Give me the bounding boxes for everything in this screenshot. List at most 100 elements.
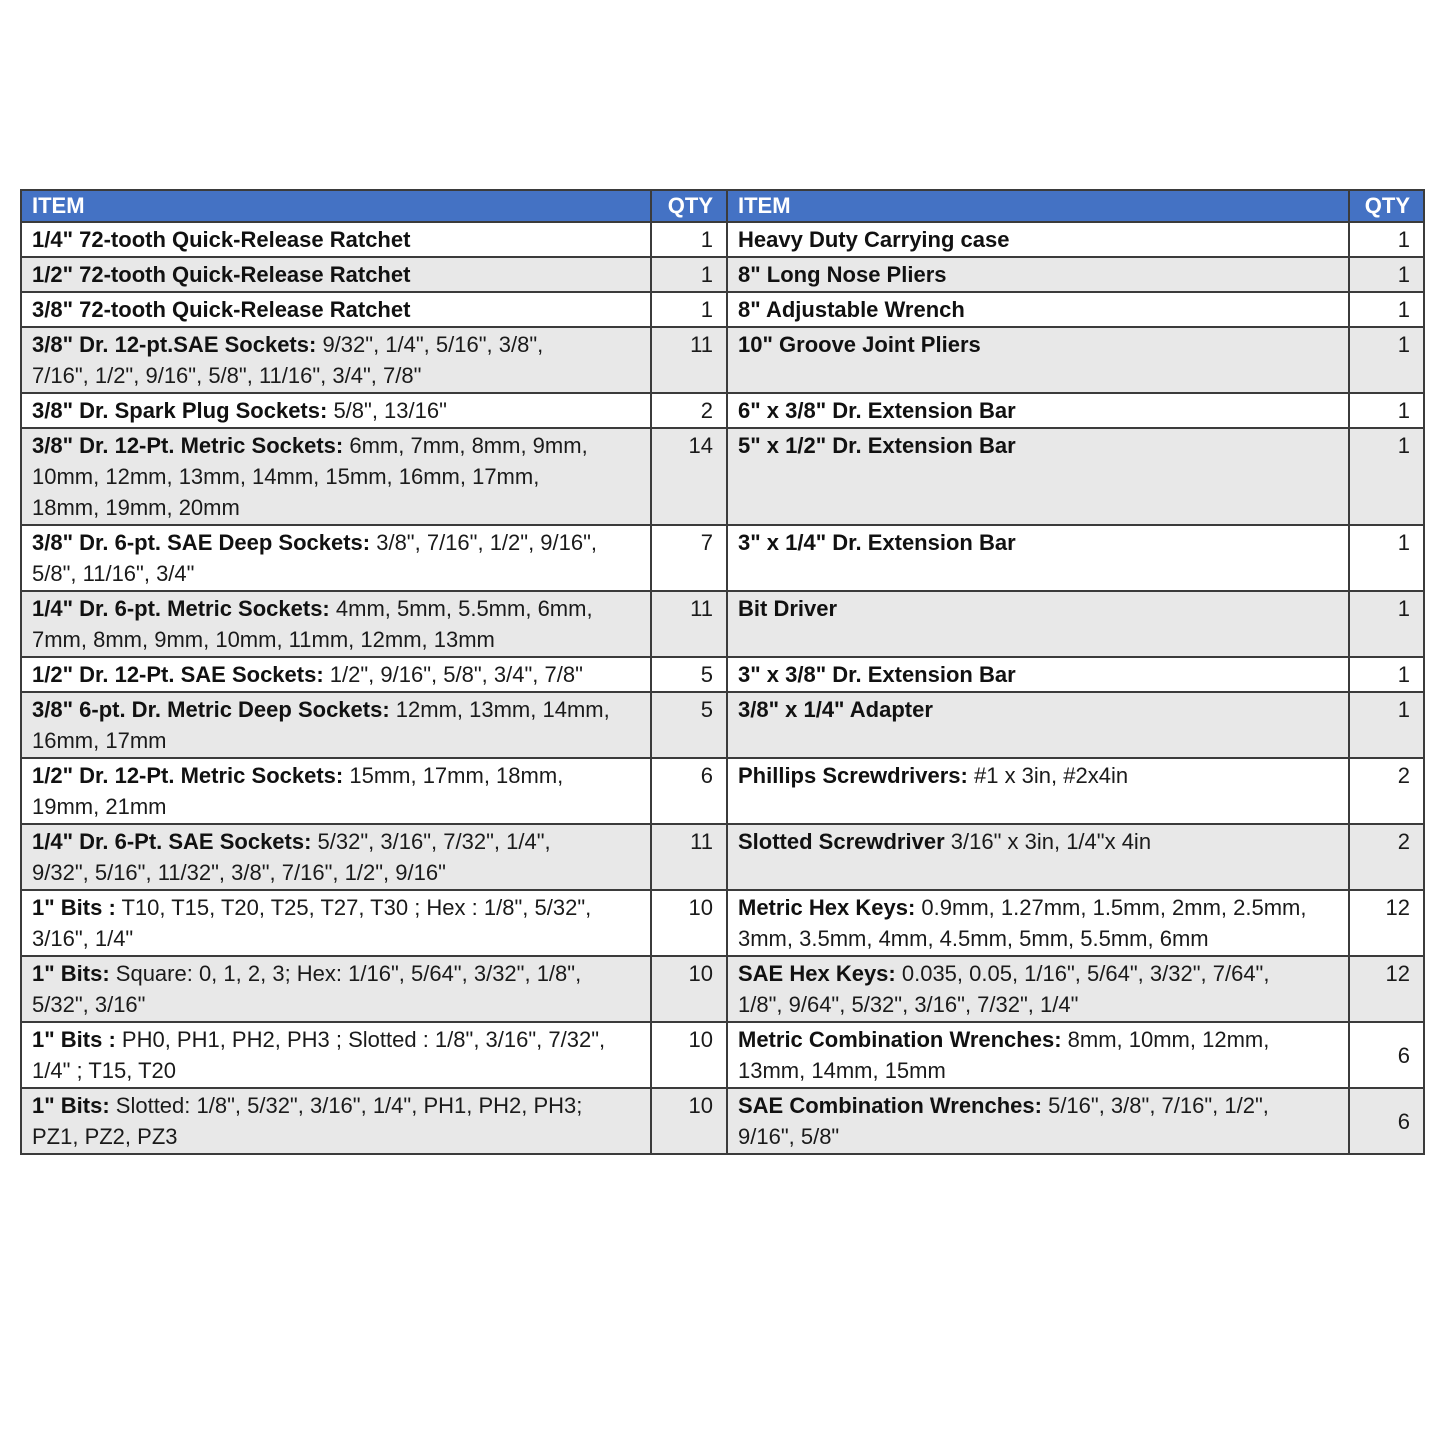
- item-cell-left: 1/2" Dr. 12-Pt. SAE Sockets: 1/2", 9/16"…: [20, 656, 652, 693]
- qty-cell-right: 1: [1348, 291, 1425, 328]
- item-name: 8" Adjustable Wrench: [738, 297, 965, 322]
- qty-cell-right: 6: [1348, 1087, 1425, 1155]
- item-name: 3/8" x 1/4" Adapter: [738, 697, 933, 722]
- table-row: 3/8" 72-tooth Quick-Release Ratchet 1 8" A…: [20, 291, 1425, 328]
- table-row: 3/8" Dr. 12-Pt. Metric Sockets: 6mm, 7mm…: [20, 427, 1425, 526]
- item-name: 3" x 1/4" Dr. Extension Bar: [738, 530, 1016, 555]
- table-row: 1/4" Dr. 6-pt. Metric Sockets: 4mm, 5mm,…: [20, 590, 1425, 658]
- item-cell-right: 3/8" x 1/4" Adapter: [726, 691, 1350, 759]
- item-cell-right: 10" Groove Joint Pliers: [726, 326, 1350, 394]
- item-name: 1/2" 72-tooth Quick-Release Ratchet: [32, 262, 411, 287]
- qty-cell-right: 6: [1348, 1021, 1425, 1089]
- qty-cell-right: 1: [1348, 256, 1425, 293]
- item-name: 6" x 3/8" Dr. Extension Bar: [738, 398, 1016, 423]
- qty-cell-left: 5: [650, 656, 728, 693]
- item-cell-left: 1/4" 72-tooth Quick-Release Ratchet: [20, 221, 652, 258]
- qty-cell-right: 1: [1348, 691, 1425, 759]
- header-item-left: ITEM: [20, 189, 652, 223]
- item-name: 3/8" Dr. 12-Pt. Metric Sockets:: [32, 433, 344, 458]
- item-cell-left: 3/8" Dr. Spark Plug Sockets: 5/8", 13/16…: [20, 392, 652, 429]
- item-cell-left: 3/8" 72-tooth Quick-Release Ratchet: [20, 291, 652, 328]
- item-name: 1/4" Dr. 6-Pt. SAE Sockets:: [32, 829, 312, 854]
- table-row: 1/4" 72-tooth Quick-Release Ratchet 1 Heav…: [20, 221, 1425, 258]
- qty-cell-left: 10: [650, 955, 728, 1023]
- item-cell-left: 1" Bits: Square: 0, 1, 2, 3; Hex: 1/16",…: [20, 955, 652, 1023]
- item-name: 1/2" Dr. 12-Pt. Metric Sockets:: [32, 763, 344, 788]
- qty-cell-left: 1: [650, 221, 728, 258]
- parts-table-header: ITEM QTY ITEM QTY: [20, 189, 1425, 223]
- table-row: 1" Bits: Square: 0, 1, 2, 3; Hex: 1/16",…: [20, 955, 1425, 1023]
- item-cell-left: 1" Bits : PH0, PH1, PH2, PH3 ; Slotted :…: [20, 1021, 652, 1089]
- item-name: 1/2" Dr. 12-Pt. SAE Sockets:: [32, 662, 324, 687]
- item-cell-left: 3/8" Dr. 12-Pt. Metric Sockets: 6mm, 7mm…: [20, 427, 652, 526]
- parts-table-body: 1/4" 72-tooth Quick-Release Ratchet 1 Heav…: [20, 221, 1425, 1155]
- qty-cell-right: 1: [1348, 427, 1425, 526]
- qty-cell-left: 10: [650, 889, 728, 957]
- qty-cell-left: 1: [650, 291, 728, 328]
- item-cell-left: 1" Bits : T10, T15, T20, T25, T27, T30 ;…: [20, 889, 652, 957]
- item-cell-right: Slotted Screwdriver 3/16" x 3in, 1/4"x 4…: [726, 823, 1350, 891]
- table-row: 1" Bits : PH0, PH1, PH2, PH3 ; Slotted :…: [20, 1021, 1425, 1089]
- qty-cell-right: 1: [1348, 392, 1425, 429]
- item-name: 3/8" 6-pt. Dr. Metric Deep Sockets:: [32, 697, 390, 722]
- table-row: 1/4" Dr. 6-Pt. SAE Sockets: 5/32", 3/16"…: [20, 823, 1425, 891]
- item-cell-left: 1" Bits: Slotted: 1/8", 5/32", 3/16", 1/…: [20, 1087, 652, 1155]
- qty-cell-left: 2: [650, 392, 728, 429]
- item-cell-right: Bit Driver: [726, 590, 1350, 658]
- item-cell-right: Heavy Duty Carrying case: [726, 221, 1350, 258]
- item-name: SAE Hex Keys:: [738, 961, 896, 986]
- item-cell-right: Metric Combination Wrenches: 8mm, 10mm, …: [726, 1021, 1350, 1089]
- item-name: 1/4" 72-tooth Quick-Release Ratchet: [32, 227, 411, 252]
- item-cell-right: 5" x 1/2" Dr. Extension Bar: [726, 427, 1350, 526]
- item-name: 3/8" 72-tooth Quick-Release Ratchet: [32, 297, 411, 322]
- qty-cell-left: 14: [650, 427, 728, 526]
- table-row: 1/2" Dr. 12-Pt. SAE Sockets: 1/2", 9/16"…: [20, 656, 1425, 693]
- item-name: SAE Combination Wrenches:: [738, 1093, 1042, 1118]
- header-row: ITEM QTY ITEM QTY: [20, 189, 1425, 223]
- qty-cell-left: 1: [650, 256, 728, 293]
- item-name: Bit Driver: [738, 596, 838, 621]
- item-name: 1" Bits :: [32, 1027, 116, 1052]
- qty-cell-left: 5: [650, 691, 728, 759]
- qty-cell-right: 1: [1348, 656, 1425, 693]
- item-name: Slotted Screwdriver: [738, 829, 945, 854]
- table-row: 3/8" Dr. Spark Plug Sockets: 5/8", 13/16…: [20, 392, 1425, 429]
- qty-cell-right: 2: [1348, 757, 1425, 825]
- item-name: 1" Bits:: [32, 1093, 110, 1118]
- item-name: Phillips Screwdrivers:: [738, 763, 968, 788]
- table-row: 1" Bits : T10, T15, T20, T25, T27, T30 ;…: [20, 889, 1425, 957]
- qty-cell-right: 1: [1348, 326, 1425, 394]
- qty-cell-left: 11: [650, 590, 728, 658]
- item-cell-right: SAE Hex Keys: 0.035, 0.05, 1/16", 5/64",…: [726, 955, 1350, 1023]
- item-name: 5" x 1/2" Dr. Extension Bar: [738, 433, 1016, 458]
- qty-cell-right: 1: [1348, 590, 1425, 658]
- table-row: 3/8" Dr. 12-pt.SAE Sockets: 9/32", 1/4",…: [20, 326, 1425, 394]
- table-row: 1/2" Dr. 12-Pt. Metric Sockets: 15mm, 17…: [20, 757, 1425, 825]
- table-row: 1" Bits: Slotted: 1/8", 5/32", 3/16", 1/…: [20, 1087, 1425, 1155]
- item-cell-left: 1/2" 72-tooth Quick-Release Ratchet: [20, 256, 652, 293]
- header-qty-right: QTY: [1348, 189, 1425, 223]
- qty-cell-left: 10: [650, 1087, 728, 1155]
- item-name: 3" x 3/8" Dr. Extension Bar: [738, 662, 1016, 687]
- item-cell-right: 8" Adjustable Wrench: [726, 291, 1350, 328]
- item-cell-left: 3/8" Dr. 6-pt. SAE Deep Sockets: 3/8", 7…: [20, 524, 652, 592]
- qty-cell-left: 6: [650, 757, 728, 825]
- item-cell-left: 1/4" Dr. 6-Pt. SAE Sockets: 5/32", 3/16"…: [20, 823, 652, 891]
- item-name: 3/8" Dr. 12-pt.SAE Sockets:: [32, 332, 317, 357]
- item-name: 1" Bits :: [32, 895, 116, 920]
- qty-cell-right: 12: [1348, 955, 1425, 1023]
- item-cell-right: SAE Combination Wrenches: 5/16", 3/8", 7…: [726, 1087, 1350, 1155]
- item-name: 1/4" Dr. 6-pt. Metric Sockets:: [32, 596, 330, 621]
- item-cell-left: 3/8" 6-pt. Dr. Metric Deep Sockets: 12mm…: [20, 691, 652, 759]
- qty-cell-right: 1: [1348, 524, 1425, 592]
- item-cell-left: 1/4" Dr. 6-pt. Metric Sockets: 4mm, 5mm,…: [20, 590, 652, 658]
- item-name: Metric Combination Wrenches:: [738, 1027, 1062, 1052]
- item-cell-right: Metric Hex Keys: 0.9mm, 1.27mm, 1.5mm, 2…: [726, 889, 1350, 957]
- item-name: 1" Bits:: [32, 961, 110, 986]
- table-row: 1/2" 72-tooth Quick-Release Ratchet 1 8" L…: [20, 256, 1425, 293]
- item-cell-left: 3/8" Dr. 12-pt.SAE Sockets: 9/32", 1/4",…: [20, 326, 652, 394]
- item-name: 3/8" Dr. Spark Plug Sockets:: [32, 398, 328, 423]
- item-name: 10" Groove Joint Pliers: [738, 332, 981, 357]
- table-row: 3/8" Dr. 6-pt. SAE Deep Sockets: 3/8", 7…: [20, 524, 1425, 592]
